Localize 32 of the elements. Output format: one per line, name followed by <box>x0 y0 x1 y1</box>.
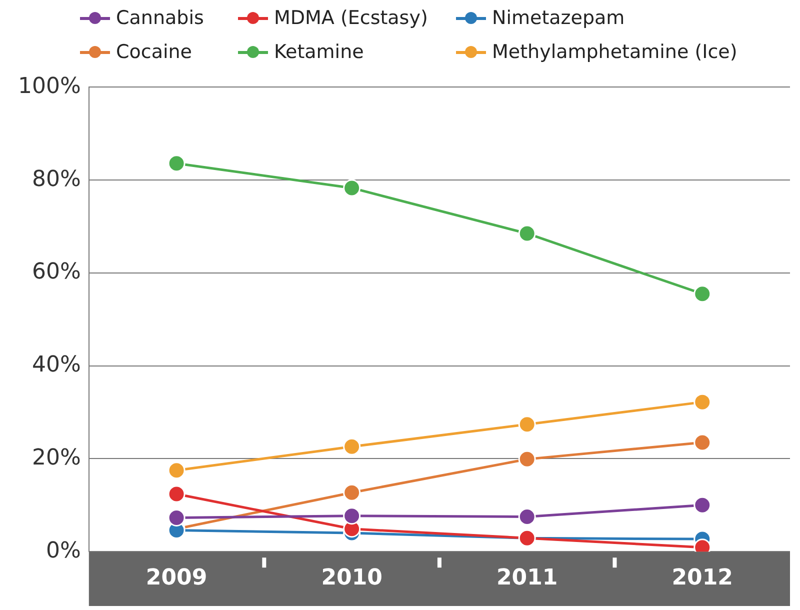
point <box>343 179 361 197</box>
point <box>343 438 361 456</box>
legend-label: Cocaine <box>116 41 192 63</box>
y-tick-label: 100% <box>18 74 81 99</box>
legend-label: Methylamphetamine (Ice) <box>492 41 738 63</box>
legend-label: Cannabis <box>116 7 204 29</box>
x-tick-label: 2012 <box>672 566 733 591</box>
point <box>518 508 536 526</box>
point <box>694 393 712 411</box>
point <box>518 224 536 242</box>
x-tick-label: 2011 <box>496 566 558 591</box>
y-tick-label: 80% <box>32 166 81 192</box>
legend-label: MDMA (Ecstasy) <box>274 7 428 29</box>
point <box>694 496 712 514</box>
x-tick-label: 2010 <box>321 566 382 591</box>
y-tick-label: 0% <box>46 538 81 564</box>
point <box>168 462 186 480</box>
y-tick-label: 60% <box>32 260 81 285</box>
point <box>168 508 186 526</box>
x-tick-label: 2009 <box>146 566 208 591</box>
legend-label: Nimetazepam <box>492 7 625 29</box>
point <box>168 154 186 172</box>
y-tick-label: 20% <box>32 445 81 470</box>
y-tick-label: 40% <box>32 352 81 378</box>
point <box>518 416 536 434</box>
point <box>343 484 361 502</box>
point <box>168 485 186 503</box>
point <box>343 507 361 525</box>
point <box>694 285 712 303</box>
point <box>694 434 712 452</box>
legend-label: Ketamine <box>274 41 364 63</box>
point <box>518 450 536 468</box>
